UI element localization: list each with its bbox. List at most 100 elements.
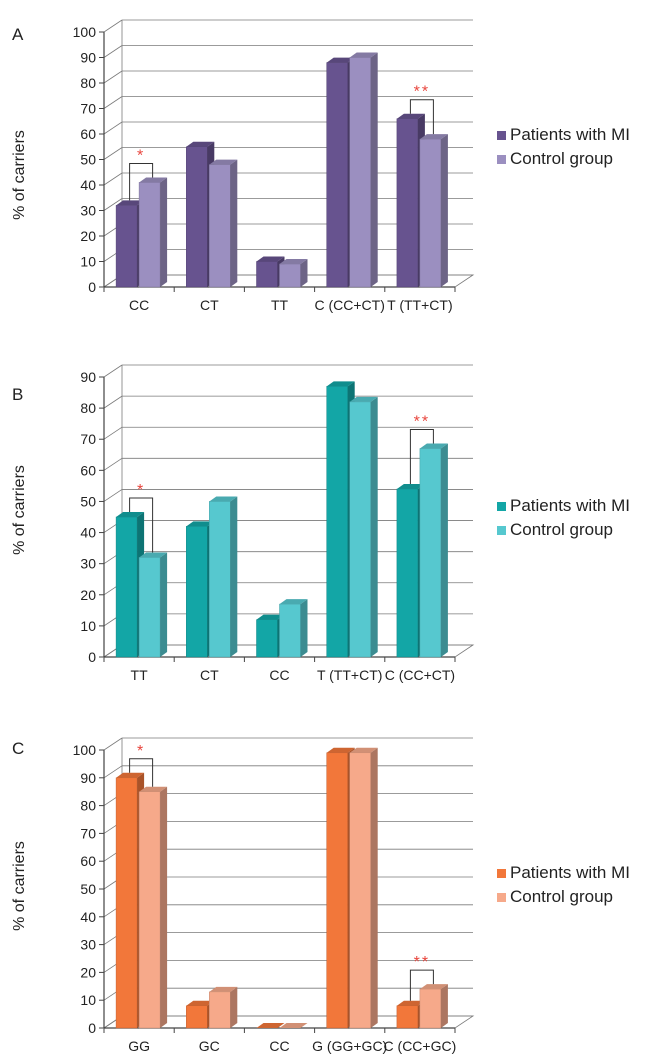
x-tick-label: CC (269, 667, 289, 683)
y-tick-label: 50 (80, 493, 96, 509)
bar (209, 496, 238, 658)
bar (419, 984, 448, 1029)
legend-label: Patients with MI (510, 125, 630, 144)
x-tick-label: CC (269, 1038, 289, 1054)
side-gridline (103, 364, 123, 378)
legend-label: Patients with MI (510, 496, 630, 515)
panel-label: C (12, 739, 24, 758)
y-tick-label: 50 (80, 152, 96, 168)
y-tick-label: 80 (80, 400, 96, 416)
y-tick-label: 90 (80, 369, 96, 385)
side-gridline (103, 121, 123, 135)
significance-bracket: ** (409, 84, 434, 135)
y-tick-label: 60 (80, 462, 96, 478)
y-axis-label: % of carriers (11, 841, 28, 931)
y-tick-label: 10 (80, 254, 96, 270)
chart-panel-a: A 0 10 20 30 40 50 60 70 80 90 100 % of carriers CC CT… (11, 19, 630, 313)
significance-marker: * (137, 147, 145, 164)
bar (349, 747, 378, 1029)
legend-label: Control group (510, 520, 613, 539)
legend-entry: Patients with MI (497, 496, 630, 515)
y-tick-label: 80 (80, 798, 96, 814)
panel-label: B (12, 385, 23, 404)
legend-entry: Control group (497, 887, 613, 906)
bar (209, 986, 238, 1029)
legend-swatch (497, 526, 506, 535)
side-gridline (103, 426, 123, 440)
x-tick-label: T (TT+CT) (387, 297, 452, 313)
y-tick-label: 0 (88, 1020, 96, 1036)
legend-label: Control group (510, 149, 613, 168)
significance-marker: ** (414, 954, 430, 971)
side-gridline (103, 198, 123, 211)
y-tick-label: 100 (73, 742, 97, 758)
y-tick-label: 90 (80, 770, 96, 786)
y-tick-label: 30 (80, 203, 96, 219)
significance-marker: * (137, 482, 145, 499)
y-tick-label: 20 (80, 587, 96, 603)
legend-swatch (497, 893, 506, 902)
side-gridline (103, 147, 123, 160)
y-tick-label: 50 (80, 881, 96, 897)
bar (349, 396, 378, 658)
legend-swatch (497, 155, 506, 164)
y-tick-label: 40 (80, 909, 96, 925)
x-tick-label: TT (131, 667, 149, 683)
y-tick-label: 40 (80, 525, 96, 541)
x-tick-label: G (GG+GC) (312, 1038, 387, 1054)
bar (138, 552, 168, 658)
y-tick-label: 0 (88, 649, 96, 665)
significance-bracket: * (129, 482, 154, 553)
side-gridline (103, 395, 123, 409)
y-tick-label: 90 (80, 50, 96, 66)
significance-bracket: ** (409, 954, 434, 1001)
y-tick-label: 100 (73, 24, 97, 40)
significance-marker: * (137, 743, 145, 760)
y-tick-label: 20 (80, 964, 96, 980)
bar (209, 159, 238, 288)
y-tick-label: 60 (80, 853, 96, 869)
bar (349, 52, 378, 288)
panel-label: A (12, 25, 24, 44)
legend-label: Control group (510, 887, 613, 906)
x-tick-label: GC (199, 1038, 220, 1054)
y-tick-label: 80 (80, 75, 96, 91)
legend-swatch (497, 869, 506, 878)
side-gridline (103, 765, 123, 779)
y-tick-label: 10 (80, 618, 96, 634)
bar (279, 1023, 308, 1028)
x-tick-label: C (CC+CT) (315, 297, 385, 313)
significance-bracket: * (129, 743, 154, 787)
x-tick-label: GG (128, 1038, 150, 1054)
legend-swatch (497, 131, 506, 140)
legend-entry: Patients with MI (497, 863, 630, 882)
x-tick-label: TT (271, 297, 289, 313)
y-tick-label: 30 (80, 937, 96, 953)
y-tick-label: 10 (80, 992, 96, 1008)
significance-marker: ** (414, 414, 430, 431)
y-axis-label: % of carriers (11, 465, 28, 555)
y-tick-label: 70 (80, 431, 96, 447)
y-tick-label: 60 (80, 126, 96, 142)
legend-label: Patients with MI (510, 863, 630, 882)
y-tick-label: 0 (88, 279, 96, 295)
y-tick-label: 70 (80, 825, 96, 841)
legend-entry: Control group (497, 520, 613, 539)
bar (419, 443, 448, 658)
side-gridline (103, 70, 123, 84)
chart-panel-c: C 0 10 20 30 40 50 60 70 80 90 100 % of carriers GG GC… (11, 737, 630, 1054)
x-tick-label: C (CC+GC) (384, 1038, 457, 1054)
side-gridline (103, 172, 123, 186)
side-gridline (103, 737, 123, 751)
y-tick-label: 40 (80, 177, 96, 193)
x-tick-label: C (CC+CT) (385, 667, 455, 683)
legend-entry: Patients with MI (497, 125, 630, 144)
side-gridline (103, 458, 123, 471)
bar (256, 1023, 285, 1028)
x-tick-label: CT (200, 297, 219, 313)
chart-panel-b: B 0 10 20 30 40 50 60 70 80 90 % of carriers TT CT CC T… (11, 364, 630, 683)
y-axis-label: % of carriers (11, 130, 28, 220)
x-tick-label: CT (200, 667, 219, 683)
y-tick-label: 30 (80, 556, 96, 572)
